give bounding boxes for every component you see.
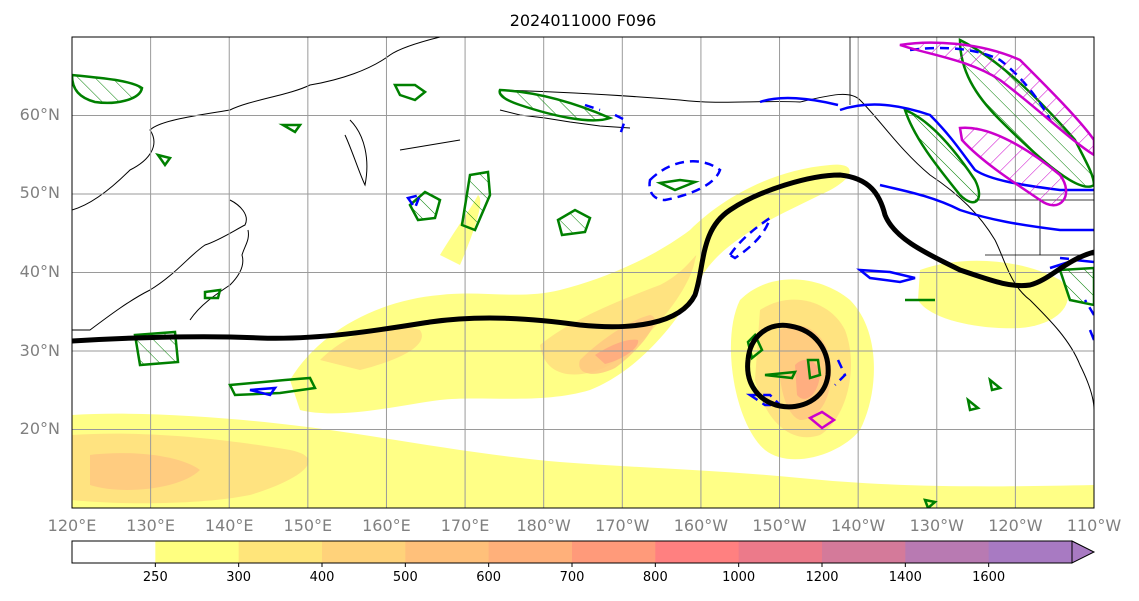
- colorbar-tick-label: 1000: [722, 570, 755, 585]
- magenta-contours: [807, 41, 1094, 430]
- green-contour: [923, 498, 938, 508]
- green-contour: [1058, 266, 1094, 307]
- colorbar-tick-label: 250: [143, 570, 168, 585]
- lon-label: 160°E: [362, 516, 411, 535]
- map-title: 2024011000 F096: [510, 11, 657, 30]
- colorbar-segment: [238, 541, 323, 563]
- colorbar-tick-label: 800: [643, 570, 668, 585]
- magenta-contour: [899, 41, 1094, 157]
- lon-label: 170°E: [441, 516, 490, 535]
- lon-label: 160°W: [674, 516, 729, 535]
- coast-aleutians: [399, 109, 631, 151]
- thick-contour-closed-low: [745, 322, 831, 410]
- green-contour: [203, 288, 222, 300]
- lat-label: 20°N: [20, 419, 60, 438]
- blue-contour: [879, 183, 1094, 232]
- colorbar-tick-label: 300: [226, 570, 251, 585]
- shading-band-600-b: [795, 359, 820, 399]
- blue-dashed-contour: [584, 103, 627, 136]
- colorbar-tick-label: 700: [560, 570, 585, 585]
- green-contour: [902, 107, 981, 204]
- colorbar-segment: [655, 541, 740, 563]
- coast-japan: [189, 229, 249, 321]
- colorbar-segment: [405, 541, 490, 563]
- map-area: [72, 37, 1094, 508]
- green-contour: [806, 358, 822, 380]
- shading-band-300-d: [320, 326, 422, 370]
- green-contour: [133, 330, 180, 367]
- magenta-contour: [958, 126, 1068, 207]
- colorbar-tick-label: 1200: [805, 570, 838, 585]
- lon-label: 130°E: [126, 516, 175, 535]
- colorbar-tick-label: 600: [476, 570, 501, 585]
- green-contour: [278, 123, 303, 134]
- colorbar-tick-label: 500: [393, 570, 418, 585]
- lat-label: 50°N: [20, 183, 60, 202]
- blue-contour: [249, 386, 278, 397]
- colorbar-segment: [488, 541, 573, 563]
- lon-label: 180°W: [517, 516, 572, 535]
- green-contour: [228, 376, 317, 397]
- blue-dashed-contour: [728, 215, 773, 260]
- shading-band-600: [595, 339, 639, 364]
- green-contour: [155, 152, 173, 168]
- blue-dashed-contour: [405, 193, 423, 211]
- lon-label: 150°W: [752, 516, 807, 535]
- colorbar-segment: [72, 541, 156, 563]
- lon-label: 140°E: [205, 516, 254, 535]
- thick-contour-main: [72, 172, 1094, 344]
- blue-contour: [856, 268, 916, 284]
- latitude-labels: 60°N 50°N 40°N 30°N 20°N: [20, 105, 60, 438]
- magenta-contour: [807, 410, 837, 430]
- political-borders: [849, 37, 1094, 256]
- colorbar-segment: [988, 541, 1073, 563]
- colorbar-tick-label: 1400: [889, 570, 922, 585]
- lat-label: 40°N: [20, 262, 60, 281]
- lon-label: 140°W: [831, 516, 886, 535]
- thick-contours: [72, 172, 1094, 410]
- colorbar-extend-arrow: [1071, 540, 1096, 564]
- green-contour: [905, 298, 1003, 412]
- coast-kamchatka: [344, 119, 368, 187]
- colorbar-tick-label: 1600: [972, 570, 1005, 585]
- lat-label: 60°N: [20, 105, 60, 124]
- colorbar-segment: [572, 541, 656, 563]
- shading-band-400-c: [90, 453, 200, 490]
- lon-label: 120°W: [988, 516, 1043, 535]
- wind-speed-shading: [72, 164, 1094, 508]
- shading-band-250-d: [918, 260, 1068, 329]
- green-contour: [460, 170, 492, 232]
- green-contour: [72, 73, 144, 105]
- blue-dashed-contour: [648, 160, 722, 202]
- green-contour: [392, 83, 428, 102]
- colorbar-segment: [155, 541, 240, 563]
- lat-label: 30°N: [20, 341, 60, 360]
- shading-band-250: [72, 413, 1094, 508]
- colorbar-segment: [738, 541, 823, 563]
- lon-label: 110°W: [1067, 516, 1122, 535]
- colorbar-segment: [905, 541, 990, 563]
- coast-asia: [72, 37, 441, 331]
- map-frame: [71, 36, 1095, 509]
- longitude-labels: 120°E 130°E 140°E 150°E 160°E 170°E 180°W 170°W…: [48, 516, 1122, 535]
- colorbar-segment: [322, 541, 406, 563]
- colorbar-tick-label: 400: [310, 570, 335, 585]
- green-contour: [764, 370, 798, 380]
- green-contour: [655, 178, 700, 192]
- green-contour: [556, 208, 592, 237]
- green-contour: [498, 88, 614, 122]
- lon-label: 120°E: [48, 516, 97, 535]
- shading-band-300-b: [540, 255, 697, 375]
- colorbar-segment: [822, 541, 906, 563]
- colorbar: 250 300 400 500 600 700 800 1000 1200 1400 1600: [71, 540, 1096, 585]
- lon-label: 130°W: [910, 516, 965, 535]
- lon-label: 170°W: [595, 516, 650, 535]
- coastlines: [72, 37, 1094, 411]
- coast-alaska: [499, 89, 1094, 411]
- lon-label: 150°E: [284, 516, 333, 535]
